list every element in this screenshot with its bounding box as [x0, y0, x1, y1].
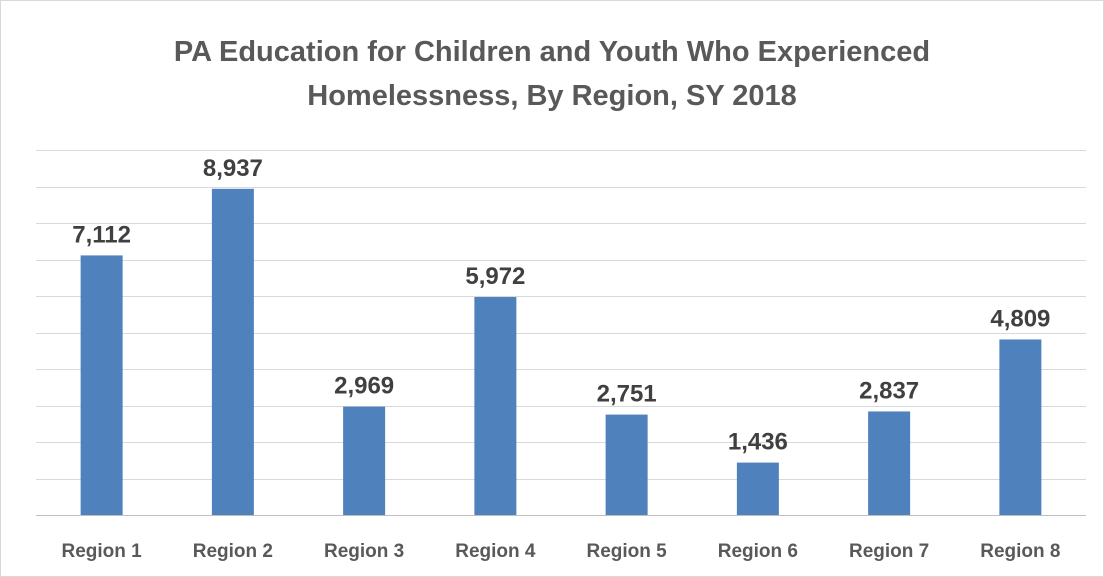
data-label: 5,972	[465, 263, 525, 290]
data-label: 4,809	[990, 305, 1050, 332]
category-label: Region 8	[980, 541, 1060, 562]
bar-region-4	[474, 297, 516, 515]
category-label: Region 7	[849, 541, 929, 562]
bar-region-1	[81, 255, 123, 515]
data-label: 1,436	[728, 429, 788, 456]
bar-region-3	[343, 407, 385, 515]
data-label: 8,937	[203, 155, 263, 182]
bar-region-7	[868, 411, 910, 515]
category-label: Region 6	[718, 541, 798, 562]
data-label: 2,969	[334, 373, 394, 400]
category-label: Region 4	[455, 541, 536, 562]
bar-region-8	[999, 339, 1041, 515]
bar-region-2	[212, 189, 254, 515]
category-label: Region 3	[324, 541, 404, 562]
bar-region-5	[606, 415, 648, 515]
bar-region-6	[737, 463, 779, 515]
category-label: Region 5	[587, 541, 668, 562]
category-label: Region 1	[62, 541, 143, 562]
data-label: 2,837	[859, 377, 919, 404]
category-label: Region 2	[193, 541, 273, 562]
data-label: 2,751	[597, 381, 657, 408]
data-label: 7,112	[72, 221, 131, 248]
